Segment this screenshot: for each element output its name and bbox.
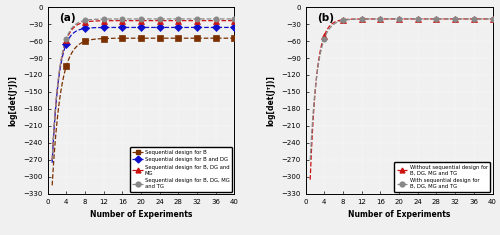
- Text: (a): (a): [58, 13, 76, 23]
- Text: (b): (b): [316, 13, 334, 23]
- Y-axis label: log[det(JᵀJ)]: log[det(JᵀJ)]: [8, 75, 18, 126]
- Legend: Sequential design for B, Sequential design for B and DG, Sequential design for B: Sequential design for B, Sequential desi…: [130, 147, 232, 192]
- X-axis label: Number of Experiments: Number of Experiments: [90, 210, 192, 219]
- Legend: Without sequential design for
B, DG, MG and TG, With sequential design for
B, DG: Without sequential design for B, DG, MG …: [394, 162, 490, 192]
- Y-axis label: log[det(JᵀJ)]: log[det(JᵀJ)]: [266, 75, 276, 126]
- X-axis label: Number of Experiments: Number of Experiments: [348, 210, 450, 219]
